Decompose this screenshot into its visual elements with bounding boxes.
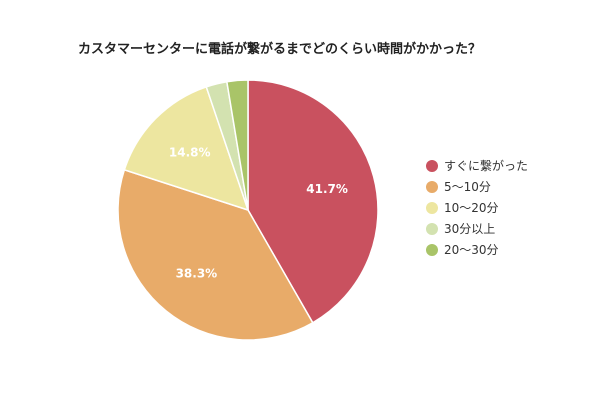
pie-slices bbox=[117, 79, 379, 341]
legend-label-5: 20〜30分 bbox=[444, 243, 499, 257]
legend-swatch-5 bbox=[426, 244, 438, 256]
pie-slice-labels: 41.7% 38.3% 14.8% bbox=[169, 146, 348, 281]
chart-title: カスタマーセンターに電話が繋がるまでどのくらい時間がかかった？ bbox=[78, 41, 481, 57]
legend-label-4: 30分以上 bbox=[444, 222, 495, 236]
legend-item-4[interactable]: 30分以上 bbox=[426, 222, 495, 236]
legend-swatch-2 bbox=[426, 181, 438, 193]
legend-swatch-3 bbox=[426, 202, 438, 214]
slice-data-label-3: 14.8% bbox=[169, 146, 211, 160]
legend-label-1: すぐに繋がった bbox=[444, 158, 528, 173]
legend-label-3: 10〜20分 bbox=[444, 201, 499, 215]
legend-swatch-1 bbox=[426, 160, 438, 172]
slice-data-label-2: 38.3% bbox=[176, 267, 218, 281]
legend-label-2: 5〜10分 bbox=[444, 180, 491, 194]
legend-item-5[interactable]: 20〜30分 bbox=[426, 243, 499, 257]
pie-slice-5[interactable] bbox=[225, 79, 249, 211]
legend-item-3[interactable]: 10〜20分 bbox=[426, 201, 499, 215]
pie-slice-2[interactable] bbox=[117, 168, 314, 341]
legend-swatch-4 bbox=[426, 223, 438, 235]
legend-item-1[interactable]: すぐに繋がった bbox=[426, 158, 528, 173]
slice-data-label-1: 41.7% bbox=[306, 182, 348, 196]
legend-item-2[interactable]: 5〜10分 bbox=[426, 180, 491, 194]
pie-slice-1[interactable] bbox=[247, 79, 379, 324]
legend: すぐに繋がった 5〜10分 10〜20分 30分以上 20〜30分 bbox=[426, 158, 528, 257]
pie-slice-3[interactable] bbox=[123, 85, 250, 212]
